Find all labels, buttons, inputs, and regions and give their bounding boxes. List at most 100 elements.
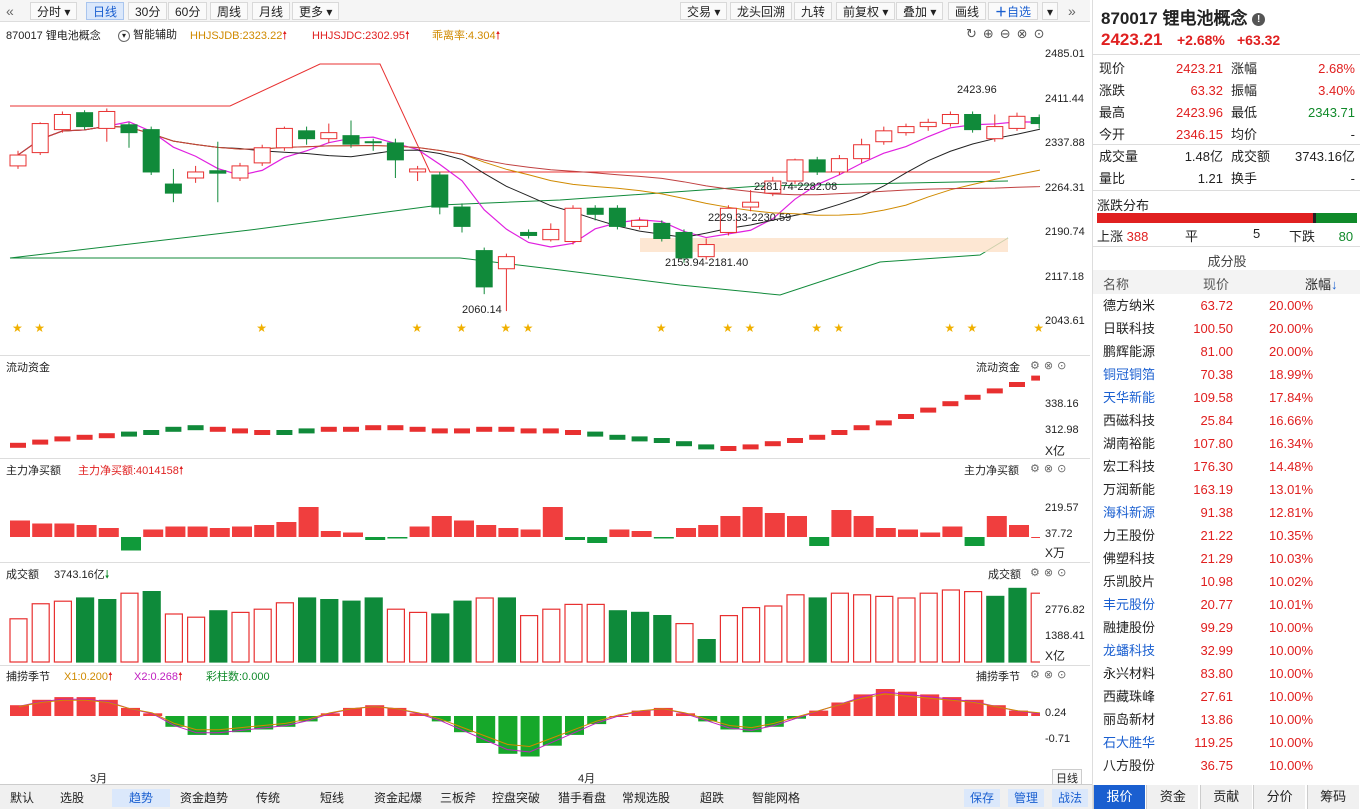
list-item[interactable]: 湖南裕能 107.80 16.34% <box>1093 433 1360 456</box>
save-button[interactable]: 保存 <box>964 789 1001 807</box>
net-bar <box>10 520 30 537</box>
list-item[interactable]: 石大胜华 119.25 10.00% <box>1093 732 1360 755</box>
col-name[interactable]: 名称 <box>1103 277 1130 292</box>
period-daily[interactable]: 日线 <box>86 2 125 20</box>
season-bar <box>76 697 96 716</box>
quote-tab-3[interactable]: 分价 <box>1253 785 1306 809</box>
list-item[interactable]: 西磁科技 25.84 16.66% <box>1093 410 1360 433</box>
tab-default[interactable]: 默认 <box>10 791 35 805</box>
flow-bar <box>54 436 71 442</box>
tab-hunter[interactable]: 猎手看盘 <box>558 791 607 805</box>
tab-shortline[interactable]: 短线 <box>320 791 345 805</box>
season-panel-settings-icon[interactable]: ⚙⊗⊙ <box>1030 669 1071 681</box>
net-bar <box>187 526 208 537</box>
amount-bar <box>586 603 605 663</box>
list-item[interactable]: 融捷股份 99.29 10.00% <box>1093 617 1360 640</box>
col-pct[interactable]: 涨幅↓ <box>1305 277 1338 292</box>
period-weekly[interactable]: 周线 <box>210 2 249 20</box>
signal-star-icon: ★ <box>811 321 822 335</box>
adjust-button[interactable]: 前复权 ▾ <box>836 2 896 20</box>
collapse-right-icon[interactable]: » <box>1068 3 1076 19</box>
flow-bar <box>298 428 315 434</box>
info-icon[interactable]: ! <box>1252 13 1266 26</box>
col-price[interactable]: 现价 <box>1203 277 1230 292</box>
flow-tick: 338.16 <box>1045 398 1079 410</box>
list-item[interactable]: 万润新能 163.19 13.01% <box>1093 479 1360 502</box>
quote-tab-4[interactable]: 筹码 <box>1306 785 1359 809</box>
list-item[interactable]: 八方股份 36.75 10.00% <box>1093 755 1360 778</box>
amount-bar <box>941 589 961 663</box>
trade-button[interactable]: 交易 ▾ <box>680 2 728 20</box>
net-bar <box>986 516 1007 537</box>
tab-fund-trend[interactable]: 资金趋势 <box>180 791 229 805</box>
mainnet-panel-settings-icon[interactable]: ⚙⊗⊙ <box>1030 463 1071 475</box>
mainnet-right-title[interactable]: 主力净买额 <box>964 465 1019 477</box>
smart-assist-toggle[interactable]: ▾ 智能辅助 <box>118 26 177 42</box>
list-item[interactable]: 丽岛新材 13.86 10.00% <box>1093 709 1360 732</box>
period-60min[interactable]: 60分 <box>168 2 208 20</box>
draw-button[interactable]: 画线 <box>948 2 987 20</box>
list-item[interactable]: 力王股份 21.22 10.35% <box>1093 525 1360 548</box>
manage-button[interactable]: 管理 <box>1008 789 1045 807</box>
flow-panel-settings-icon[interactable]: ⚙⊗⊙ <box>1030 360 1071 372</box>
amount-bar <box>209 610 228 663</box>
amount-bar <box>275 602 294 663</box>
tab-stock-pick[interactable]: 选股 <box>60 791 85 805</box>
quote-tab-2[interactable]: 贡献 <box>1199 785 1252 809</box>
tab-oversold[interactable]: 超跌 <box>700 791 725 805</box>
amount-right-title[interactable]: 成交额 <box>988 569 1021 581</box>
tab-three-axe[interactable]: 三板斧 <box>440 791 477 805</box>
list-item[interactable]: 永兴材料 83.80 10.00% <box>1093 663 1360 686</box>
list-item[interactable]: 鹏辉能源 81.00 20.00% <box>1093 341 1360 364</box>
list-item[interactable]: 丰元股份 20.77 10.01% <box>1093 594 1360 617</box>
season-bar <box>898 691 917 716</box>
watchlist-dropdown[interactable]: ▾ <box>1042 2 1059 20</box>
stock-name: 石大胜华 <box>1103 735 1156 750</box>
quote-tab-0[interactable]: 报价 <box>1093 785 1145 809</box>
add-watchlist-button[interactable]: ＋自选 <box>988 2 1039 20</box>
quote-tab-1[interactable]: 资金 <box>1146 785 1199 809</box>
price-tick: 2337.88 <box>1045 137 1085 149</box>
list-item[interactable]: 日联科技 100.50 20.00% <box>1093 318 1360 341</box>
nine-turn-button[interactable]: 九转 <box>794 2 833 20</box>
list-item[interactable]: 铜冠铜箔 70.38 18.99% <box>1093 364 1360 387</box>
flow-bar <box>698 444 715 450</box>
period-30min[interactable]: 30分 <box>128 2 168 20</box>
tactics-button[interactable]: 战法 <box>1052 789 1089 807</box>
list-item[interactable]: 天华新能 109.58 17.84% <box>1093 387 1360 410</box>
leader-review-button[interactable]: 龙头回溯 <box>730 2 793 20</box>
quote-price: 2423.21 <box>1101 30 1163 49</box>
list-item[interactable]: 西藏珠峰 27.61 10.00% <box>1093 686 1360 709</box>
list-item[interactable]: 乐凯胶片 10.98 10.02% <box>1093 571 1360 594</box>
net-bar <box>343 532 363 537</box>
season-bar <box>520 716 540 757</box>
stock-name: 丰元股份 <box>1103 597 1156 612</box>
flow-panel-right-title[interactable]: 流动资金 <box>976 362 1020 374</box>
collapse-left-icon[interactable]: « <box>6 3 14 19</box>
list-item[interactable]: 佛塑科技 21.29 10.03% <box>1093 548 1360 571</box>
period-intraday[interactable]: 分时 ▾ <box>30 2 78 20</box>
tab-control-break[interactable]: 控盘突破 <box>492 791 541 805</box>
down-count: 下跌 80 <box>1289 229 1354 244</box>
list-item[interactable]: 德方纳米 63.72 20.00% <box>1093 295 1360 318</box>
kline-chart[interactable] <box>0 0 1040 770</box>
period-more[interactable]: 更多 ▾ <box>292 2 340 20</box>
amount-panel-settings-icon[interactable]: ⚙⊗⊙ <box>1030 567 1071 579</box>
stock-pct: 16.34% <box>1269 436 1314 451</box>
season-bar <box>875 689 895 716</box>
list-item[interactable]: 海科新源 91.38 12.81% <box>1093 502 1360 525</box>
volume-row: 成交量 1.48亿 成交额 3743.16亿 <box>1093 146 1360 168</box>
net-bar <box>365 537 386 540</box>
candle-body <box>342 135 360 145</box>
tab-traditional[interactable]: 传统 <box>256 791 281 805</box>
list-item[interactable]: 龙蟠科技 32.99 10.00% <box>1093 640 1360 663</box>
tab-trend[interactable]: 趋势 <box>112 789 170 807</box>
tab-fund-burst[interactable]: 资金起爆 <box>374 791 423 805</box>
tab-smart-grid[interactable]: 智能网格 <box>752 791 801 805</box>
overlay-button[interactable]: 叠加 ▾ <box>896 2 944 20</box>
list-item[interactable]: 宏工科技 176.30 14.48% <box>1093 456 1360 479</box>
period-monthly[interactable]: 月线 <box>252 2 291 20</box>
chart-window-controls[interactable]: ↻⊕⊖⊗⊙ <box>966 26 1051 41</box>
season-right-title[interactable]: 捕捞季节 <box>976 671 1020 683</box>
tab-regular[interactable]: 常规选股 <box>622 791 671 805</box>
